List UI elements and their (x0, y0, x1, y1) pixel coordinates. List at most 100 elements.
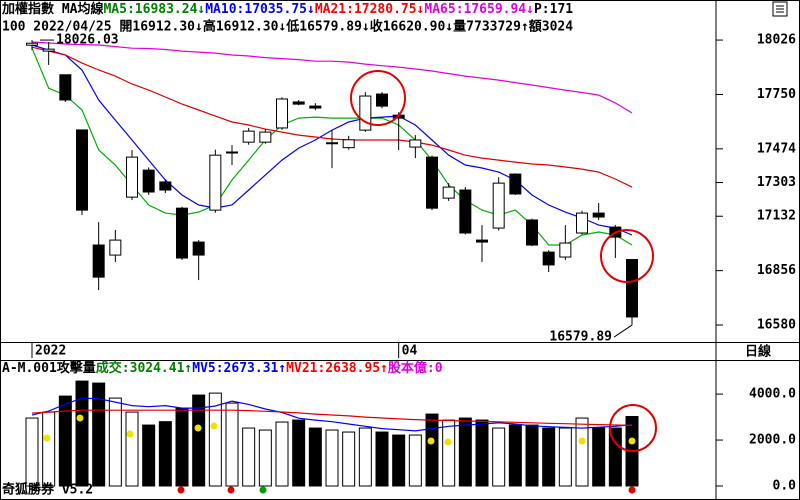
highlight-circle (609, 404, 657, 452)
volume-bar (192, 394, 206, 487)
candle-body (259, 131, 272, 143)
volume-bar (75, 380, 89, 487)
ma-line (31, 409, 633, 426)
y-tick-label: 17750 (757, 87, 796, 102)
volume-bar (375, 431, 389, 487)
candle-body (226, 151, 239, 154)
candle-body (242, 130, 255, 143)
ma-line (31, 41, 633, 114)
header-item: 成交:3024.41↑ (96, 360, 192, 376)
volume-bar (92, 382, 106, 487)
volume-bar (575, 417, 589, 487)
candle-body (142, 169, 155, 193)
candle-body (76, 129, 89, 211)
candle-body (276, 98, 289, 129)
signal-dot (628, 437, 636, 445)
candle-body (42, 48, 55, 52)
candle-body (92, 244, 105, 278)
candle-body (176, 207, 189, 259)
footer: 奇狐勝券 v5.2 (2, 482, 93, 498)
x-tick-label: 04 (402, 344, 418, 359)
y-tick-label: 17303 (757, 175, 796, 190)
info-line: 100 2022/04/25 開16912.30↓高16912.30↓低1657… (2, 19, 573, 35)
header-item: MV5:2673.31↑ (192, 361, 286, 376)
candle-body (292, 101, 305, 105)
low-annotation: 16579.89 (549, 330, 612, 345)
ma-line (31, 397, 633, 432)
y-tick-label: 4000.0 (749, 387, 796, 402)
high-annotation: 18026.03 (56, 33, 119, 48)
volume-bar (492, 427, 506, 487)
volume-bar (125, 411, 139, 487)
y-tick-label: 17474 (757, 141, 796, 156)
volume-bar (408, 434, 422, 487)
header-item: MA10:17035.75↓ (205, 2, 315, 17)
volume-bar (358, 427, 372, 487)
signal-dot (43, 434, 51, 442)
candle-body (526, 219, 539, 246)
volume-bar (342, 431, 356, 487)
panel-header: A-M.001攻擊量成交:3024.41↑MV5:2673.31↑MV21:26… (2, 360, 443, 376)
volume-bar (558, 427, 572, 487)
candle-body (509, 173, 522, 195)
candle-body (442, 186, 455, 199)
header-item: MA5:16983.24↓ (103, 2, 205, 17)
header-item: 加權指數 MA均線 (1, 1, 104, 17)
candle-body (309, 105, 322, 109)
header-item: P:171 (534, 2, 573, 17)
signal-dot (427, 437, 435, 445)
panel-header: 加權指數 MA均線MA5:16983.24↓MA10:17035.75↓MA21… (1, 1, 573, 17)
signal-dot (194, 424, 202, 432)
volume-bar (175, 407, 189, 487)
y-tick-label: 16856 (757, 263, 796, 278)
signal-dot (444, 438, 452, 446)
candle-body (576, 212, 589, 234)
candle-body (159, 181, 172, 191)
header-item: MV21:2638.95↑ (286, 361, 388, 376)
candle-body (376, 93, 389, 107)
signal-dot (578, 437, 586, 445)
y-tick-label: 0.0 (773, 479, 797, 494)
header-item: MA65:17659.94↓ (424, 2, 534, 17)
candle-body (359, 95, 372, 131)
y-tick-label: 16580 (757, 318, 796, 333)
candle-body (626, 259, 639, 318)
volume-bar (258, 429, 272, 487)
volume-bar (308, 427, 322, 487)
candle-body (59, 74, 72, 101)
header-item: MA21:17280.75↓ (315, 2, 425, 17)
volume-bar (325, 429, 339, 487)
candle-body (192, 241, 205, 256)
volume-bar (108, 397, 122, 487)
volume-bar (542, 427, 556, 487)
highlight-circle (600, 229, 654, 283)
volume-bar (608, 427, 622, 487)
header-item: 股本億:0 (388, 360, 443, 376)
volume-bar (25, 417, 39, 487)
y-tick-label: 17132 (757, 209, 796, 224)
signal-dot (227, 486, 235, 494)
candle-body (492, 182, 505, 229)
candle-body (126, 156, 139, 198)
annotation-line (613, 324, 633, 338)
volume-bar (525, 424, 539, 487)
signal-dot (259, 486, 267, 494)
period-label: 日線 (745, 344, 772, 360)
volume-bar (158, 421, 172, 487)
volume-bar (208, 392, 222, 487)
signal-dot (126, 430, 134, 438)
candle-body (209, 154, 222, 211)
volume-bar (508, 424, 522, 487)
candle-body (326, 142, 339, 145)
volume-bar (275, 421, 289, 487)
header-item: A-M.001攻擊量 (2, 360, 96, 376)
candle-body (542, 251, 555, 266)
candle-body (426, 156, 439, 209)
candle-body (592, 212, 605, 218)
volume-bar (142, 424, 156, 487)
signal-dot (76, 414, 84, 422)
volume-bar (592, 427, 606, 487)
volume-bar (42, 411, 56, 487)
candle-body (476, 239, 489, 243)
